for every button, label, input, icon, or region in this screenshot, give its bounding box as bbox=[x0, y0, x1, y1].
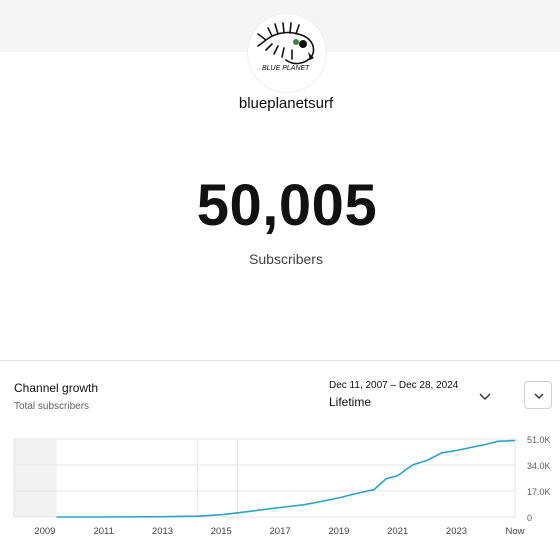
x-tick-label: 2017 bbox=[270, 526, 291, 537]
card-subtitle: Total subscribers bbox=[14, 401, 90, 412]
fish-skeleton-logo-icon: BLUE PLANET bbox=[257, 22, 315, 72]
chevron-down-icon[interactable] bbox=[476, 388, 494, 406]
subscriber-label: Subscribers bbox=[249, 251, 323, 267]
channel-name: blueplanetsurf bbox=[238, 95, 334, 112]
x-tick-label: 2023 bbox=[446, 526, 467, 537]
x-tick-label: 2019 bbox=[328, 526, 349, 537]
date-range-text: Dec 11, 2007 – Dec 28, 2024 bbox=[329, 380, 459, 391]
expand-range-button[interactable] bbox=[524, 381, 552, 409]
y-tick-label: 17.0K bbox=[527, 487, 551, 497]
x-tick-label: Now bbox=[505, 526, 524, 537]
channel-growth-card: Channel growth Total subscribers Dec 11,… bbox=[0, 360, 560, 560]
x-tick-label: 2013 bbox=[152, 526, 173, 537]
x-tick-label: 2009 bbox=[34, 526, 55, 537]
growth-chart: 51.0K 34.0K 17.0K 0 2009 2011 2013 2015 2017 2019… bbox=[13, 435, 551, 537]
plot-frame bbox=[13, 438, 516, 518]
subscriber-count: 50,005 bbox=[196, 173, 378, 238]
date-range-value[interactable]: Lifetime bbox=[329, 395, 372, 409]
x-tick-label: 2015 bbox=[211, 526, 232, 537]
svg-text:BLUE PLANET: BLUE PLANET bbox=[262, 65, 310, 72]
y-tick-label: 0 bbox=[527, 513, 532, 523]
channel-avatar[interactable]: BLUE PLANET bbox=[248, 14, 326, 92]
pre-channel-shaded-region bbox=[14, 439, 57, 517]
x-tick-label: 2011 bbox=[93, 526, 113, 537]
subscriber-series-line bbox=[56, 439, 516, 518]
card-title: Channel growth bbox=[14, 381, 99, 395]
y-tick-label: 51.0K bbox=[527, 435, 551, 445]
chevron-down-icon bbox=[534, 393, 544, 399]
y-tick-label: 34.0K bbox=[527, 461, 551, 471]
x-tick-label: 2021 bbox=[387, 526, 408, 537]
